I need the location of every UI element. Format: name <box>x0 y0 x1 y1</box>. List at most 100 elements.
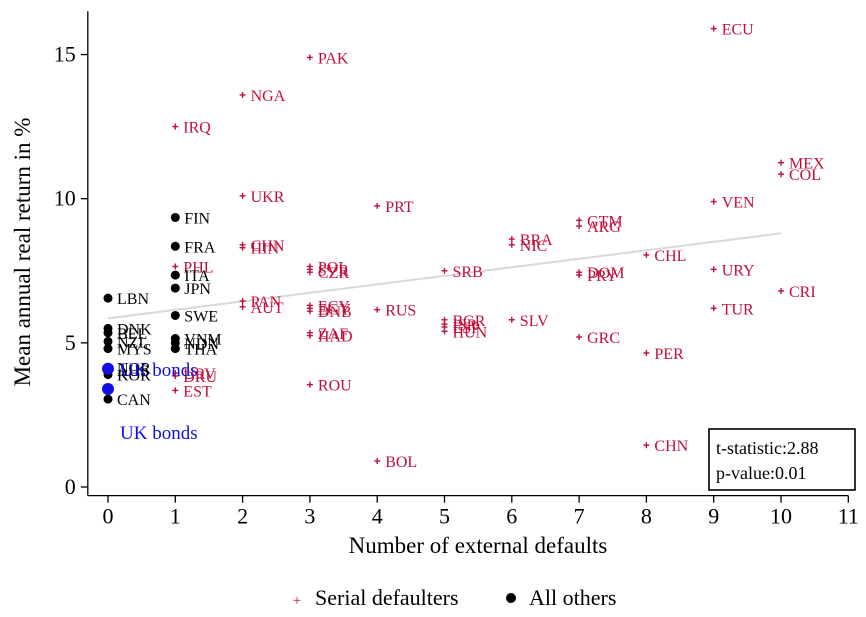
point-label: NGA <box>251 88 286 105</box>
point-other <box>103 394 113 404</box>
point-label: UKR <box>251 189 285 206</box>
point-label: NZL <box>117 334 148 351</box>
point-label: ITA <box>184 268 210 285</box>
point-serial <box>710 25 717 32</box>
y-tick-label: 15 <box>54 42 76 67</box>
point-label: SWE <box>184 308 218 325</box>
point-label: THA <box>184 342 217 359</box>
x-tick-label: 1 <box>170 504 181 529</box>
point-serial <box>239 298 246 305</box>
point-label: CRI <box>789 284 816 301</box>
point-serial <box>306 381 313 388</box>
uk-bonds-label: UK bonds <box>120 423 198 444</box>
point-label: DRU <box>183 369 217 386</box>
point-other <box>103 293 113 303</box>
point-serial <box>239 303 246 310</box>
point-label: ZAF <box>318 326 348 343</box>
point-other <box>170 270 180 280</box>
point-label: TUR <box>722 301 754 318</box>
fit-line <box>107 232 782 320</box>
point-label: ECY <box>318 298 350 315</box>
point-label: EST <box>183 383 212 400</box>
point-other <box>170 344 180 354</box>
y-tick-label: 0 <box>65 474 76 499</box>
point-serial <box>576 334 583 341</box>
x-tick-label: 8 <box>641 504 652 529</box>
uk-bonds-label: UK bonds <box>120 360 198 381</box>
point-label: POL <box>318 259 348 276</box>
point-label: AUS <box>117 363 149 380</box>
point-label: ECU <box>722 22 754 39</box>
point-serial <box>172 123 179 130</box>
point-label: NDN <box>184 336 219 353</box>
point-label: GTM <box>587 213 623 230</box>
point-label: VNM <box>184 332 221 349</box>
point-label: VEN <box>722 195 755 212</box>
point-serial <box>508 316 515 323</box>
point-label: CAN <box>117 392 151 409</box>
point-label: AUT <box>251 300 284 317</box>
point-label: CZR <box>318 265 349 282</box>
legend-serial-label: Serial defaulters <box>315 585 459 610</box>
point-serial <box>710 305 717 312</box>
t-statistic-text: t-statistic:2.88 <box>716 438 819 458</box>
point-label: SLV <box>520 313 549 330</box>
point-label: NIC <box>520 238 548 255</box>
point-serial <box>239 244 246 251</box>
point-serial <box>306 54 313 61</box>
point-label: PRT <box>385 199 414 216</box>
y-axis-label: Mean annual real return in % <box>10 118 35 387</box>
x-ticks: 0 1 2 3 4 5 6 7 8 9 10 11 <box>103 495 859 529</box>
point-label: MEX <box>789 156 825 173</box>
point-serial <box>441 328 448 335</box>
point-serial <box>710 198 717 205</box>
point-label: RUS <box>385 303 416 320</box>
point-label: ISR <box>453 317 478 334</box>
point-label: DNB <box>318 304 352 321</box>
point-label: HIN <box>251 241 280 258</box>
point-serial <box>576 217 583 224</box>
axes-group <box>87 11 849 497</box>
point-label: BOL <box>385 454 417 471</box>
x-tick-label: 2 <box>237 504 248 529</box>
point-label: CHL <box>654 248 686 265</box>
point-label: HAD <box>318 329 353 346</box>
point-label: PRY <box>587 268 618 285</box>
x-tick-label: 3 <box>304 504 315 529</box>
x-tick-label: 9 <box>708 504 719 529</box>
y-tick-label: 10 <box>54 186 76 211</box>
points-group <box>102 25 784 465</box>
point-label: URY <box>722 262 755 279</box>
stats-box-frame <box>708 428 856 491</box>
point-label: PAN <box>251 294 282 311</box>
point-uk-bonds <box>102 362 114 375</box>
point-serial <box>239 91 246 98</box>
point-label: GRC <box>587 330 620 347</box>
point-serial <box>306 332 313 339</box>
point-serial <box>778 287 784 294</box>
point-other <box>170 241 180 251</box>
point-serial <box>374 202 381 209</box>
point-other <box>170 283 180 293</box>
point-label: PHL <box>183 259 213 276</box>
point-label: DNK <box>117 321 152 338</box>
point-other <box>103 344 113 354</box>
point-serial <box>710 266 717 273</box>
point-serial <box>306 308 313 315</box>
point-label: BGR <box>453 313 486 330</box>
point-label: COL <box>789 167 821 184</box>
point-serial <box>643 349 650 356</box>
point-label: KOR <box>117 368 151 385</box>
point-serial <box>441 267 448 274</box>
point-label: FRA <box>184 239 216 256</box>
point-label: JPN <box>184 281 211 298</box>
point-label: LBN <box>117 291 149 308</box>
x-axis-label: Number of external defaults <box>349 533 608 558</box>
point-serial <box>508 236 515 243</box>
legend-dot-marker <box>506 593 516 603</box>
point-other <box>103 336 113 346</box>
x-tick-label: 11 <box>838 504 859 529</box>
